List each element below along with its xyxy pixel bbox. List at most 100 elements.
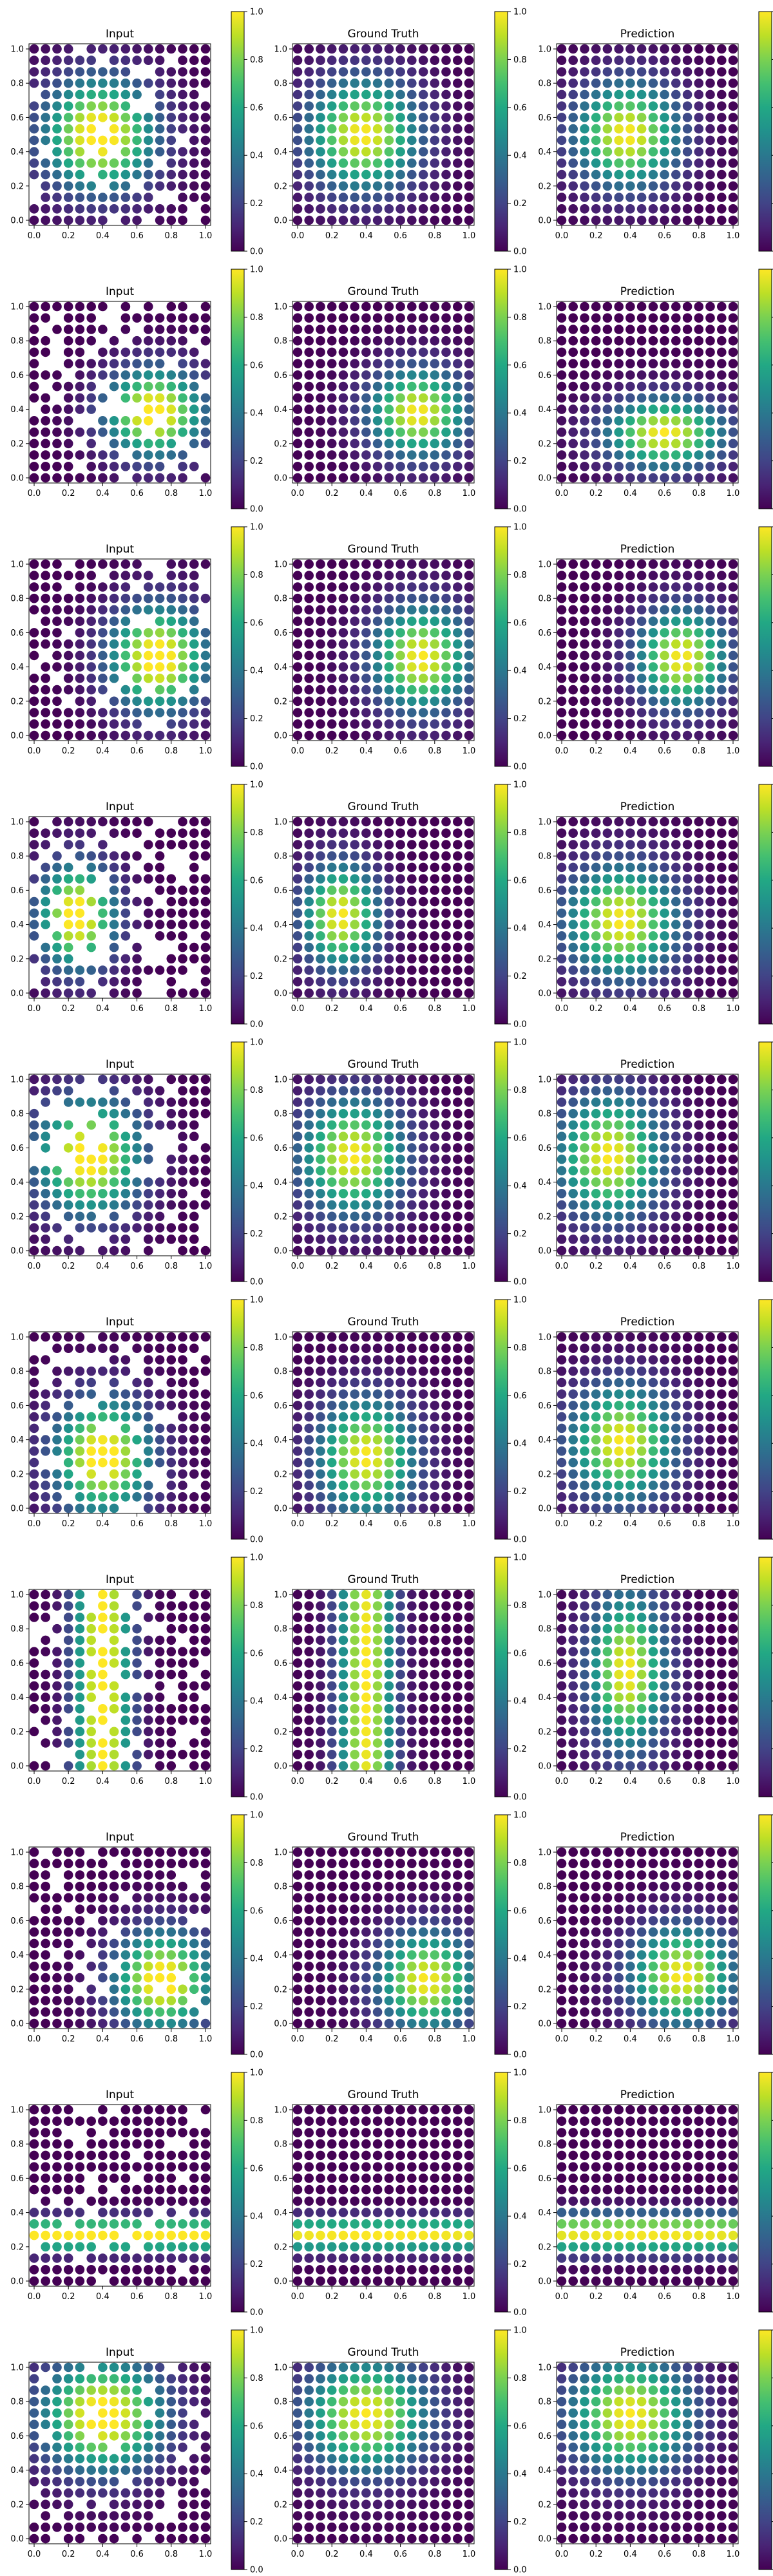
data-point [728, 301, 738, 312]
data-point [580, 1343, 589, 1353]
data-point [430, 1378, 440, 1388]
data-point [602, 1469, 613, 1479]
data-point [614, 1177, 624, 1187]
data-point [418, 44, 428, 54]
panel-input-row-3: Input0.00.00.20.20.40.40.60.60.80.81.01.… [10, 523, 263, 772]
data-point [189, 1389, 199, 1399]
data-point [304, 427, 314, 437]
data-point [728, 313, 738, 323]
data-point [614, 370, 624, 380]
data-point [464, 1457, 474, 1468]
data-point [464, 628, 474, 638]
data-point [705, 1108, 715, 1119]
data-point [453, 44, 463, 54]
data-point [75, 696, 85, 706]
data-point [384, 147, 394, 156]
data-point [372, 90, 383, 100]
data-point [717, 874, 727, 884]
data-point [418, 1200, 428, 1210]
data-point [29, 1200, 39, 1210]
data-point [29, 931, 39, 941]
data-point [132, 113, 142, 122]
data-point [625, 1469, 635, 1479]
data-point [327, 1154, 337, 1164]
data-point [671, 942, 681, 952]
data-point [602, 674, 613, 683]
data-point [682, 1235, 692, 1244]
data-point [178, 462, 187, 471]
data-point [453, 1166, 463, 1176]
data-point [155, 336, 165, 346]
data-point [304, 828, 314, 838]
data-point [132, 381, 142, 392]
data-point [648, 628, 658, 638]
data-point [327, 124, 337, 134]
data-point [441, 1332, 451, 1342]
data-point [660, 1223, 669, 1233]
data-point [717, 708, 727, 717]
data-point [602, 416, 613, 426]
data-point [384, 44, 394, 54]
data-point [557, 851, 567, 861]
data-point [372, 896, 383, 907]
data-point [178, 1086, 187, 1095]
data-point [166, 886, 177, 895]
data-point [41, 113, 50, 122]
data-point [614, 416, 624, 426]
data-point [648, 862, 658, 873]
data-point [63, 817, 73, 827]
data-point [166, 1423, 177, 1434]
data-point [464, 181, 474, 191]
y-tick-label: 1.0 [274, 45, 287, 55]
data-point [660, 1423, 669, 1434]
data-point [52, 662, 62, 672]
data-point [568, 639, 578, 649]
colorbar-tick-label: 0.4 [250, 667, 263, 676]
data-point [694, 1355, 704, 1365]
data-point [292, 1120, 303, 1130]
colorbar-tick-label: 0.4 [250, 409, 263, 419]
data-point [625, 1189, 635, 1198]
data-point [407, 135, 417, 146]
data-point [464, 101, 474, 111]
data-point [717, 336, 727, 346]
data-point [75, 1492, 85, 1502]
colorbar-tick-label: 1.0 [513, 781, 527, 790]
data-point [109, 628, 119, 638]
data-point [338, 1469, 348, 1479]
data-point [625, 1245, 635, 1256]
data-point [717, 1143, 727, 1153]
colorbar-tick-label: 1.0 [250, 8, 263, 17]
data-point [671, 1108, 681, 1119]
data-point [372, 1120, 383, 1130]
data-point [75, 325, 85, 334]
panel-prediction-row-4: Prediction0.00.00.20.20.40.40.60.60.80.8… [538, 784, 773, 1025]
data-point [682, 1503, 692, 1513]
x-tick-label: 0.4 [624, 1004, 637, 1014]
data-point [671, 605, 681, 615]
data-point [120, 1457, 131, 1468]
data-point [166, 1166, 177, 1176]
data-point [614, 650, 624, 661]
data-point [625, 730, 635, 741]
data-point [338, 662, 348, 672]
data-point [671, 439, 681, 449]
data-point [316, 730, 325, 741]
data-point [350, 571, 359, 580]
data-point [671, 78, 681, 88]
data-point [189, 662, 199, 672]
data-point [614, 896, 624, 907]
data-point [304, 1378, 314, 1388]
data-point [338, 147, 348, 156]
data-point [304, 1086, 314, 1095]
y-tick-label: 1.0 [10, 818, 24, 828]
data-point [178, 1446, 187, 1456]
data-point [453, 1108, 463, 1119]
data-point [591, 1074, 601, 1084]
data-point [614, 135, 624, 146]
data-point [41, 1245, 50, 1256]
data-point [694, 67, 704, 77]
data-point [327, 78, 337, 88]
data-point [728, 124, 738, 134]
data-point [557, 427, 567, 437]
